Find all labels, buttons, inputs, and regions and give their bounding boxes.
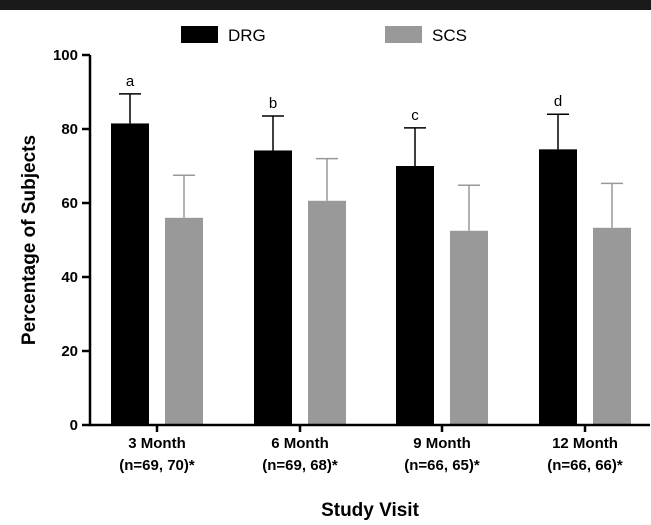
category-label: 6 Month xyxy=(271,435,329,452)
x-axis-title: Study Visit xyxy=(321,500,420,521)
x-axis-labels: 3 Month (n=69, 70)* 6 Month (n=69, 68)* 9 Mo… xyxy=(119,425,623,474)
y-axis-ticks: 0 20 40 60 80 100 xyxy=(53,47,90,434)
category-label: 3 Month xyxy=(128,435,186,452)
bar-scs-2 xyxy=(450,230,488,425)
category-sublabel: (n=66, 66)* xyxy=(547,457,623,474)
category-label: 9 Month xyxy=(413,435,471,452)
category-label: 12 Month xyxy=(552,435,618,452)
top-border-bar xyxy=(0,0,651,10)
bars: a b c d xyxy=(111,73,631,425)
category-sublabel: (n=66, 65)* xyxy=(404,457,480,474)
significance-label: d xyxy=(554,93,562,110)
y-tick-label: 80 xyxy=(61,121,78,138)
legend-label-scs: SCS xyxy=(432,26,467,45)
y-tick-label: 0 xyxy=(70,417,78,434)
bar-drg-1 xyxy=(254,150,292,425)
y-tick-label: 40 xyxy=(61,269,78,286)
legend: DRG SCS xyxy=(181,26,467,45)
bar-scs-3 xyxy=(593,227,631,425)
y-tick-label: 20 xyxy=(61,343,78,360)
bar-drg-0 xyxy=(111,123,149,425)
y-tick-label: 60 xyxy=(61,195,78,212)
legend-swatch-drg xyxy=(181,26,218,43)
y-tick-label: 100 xyxy=(53,47,78,64)
significance-label: b xyxy=(269,95,277,112)
legend-label-drg: DRG xyxy=(228,26,266,45)
bar-scs-1 xyxy=(308,200,346,425)
category-sublabel: (n=69, 70)* xyxy=(119,457,195,474)
legend-swatch-scs xyxy=(385,26,422,43)
significance-label: c xyxy=(411,107,419,124)
category-sublabel: (n=69, 68)* xyxy=(262,457,338,474)
significance-label: a xyxy=(126,73,135,90)
bar-drg-2 xyxy=(396,166,434,425)
y-axis-title: Percentage of Subjects xyxy=(19,135,40,345)
bar-drg-3 xyxy=(539,149,577,425)
bar-scs-0 xyxy=(165,217,203,425)
